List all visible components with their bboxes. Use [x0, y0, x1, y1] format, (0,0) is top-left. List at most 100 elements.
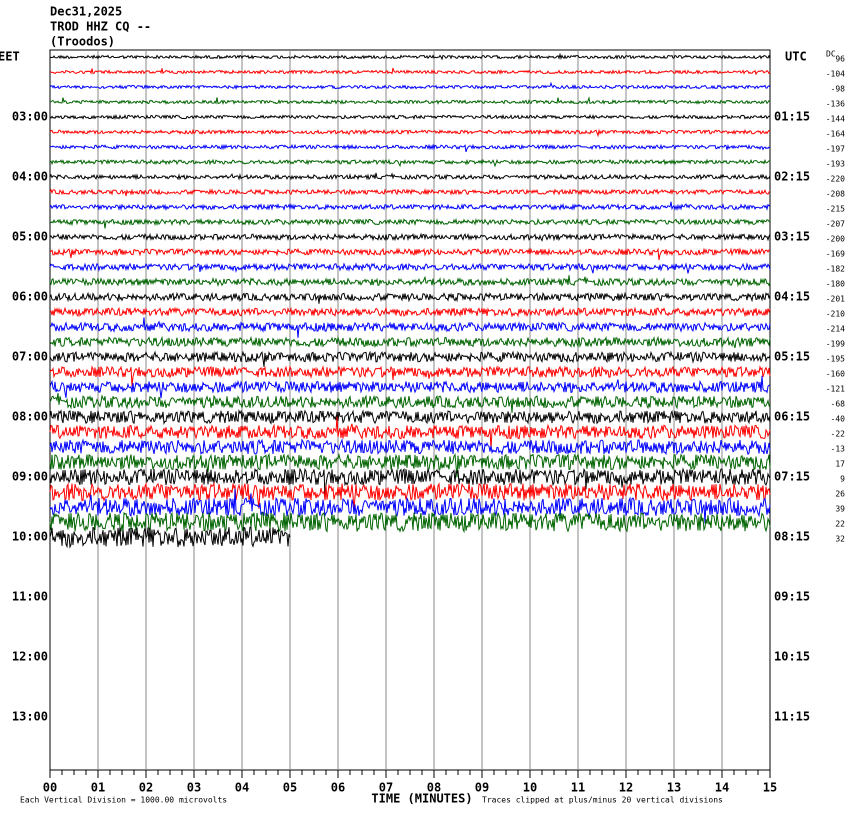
trace	[49, 187, 771, 197]
trace	[49, 81, 771, 90]
left-time-label: 04:00	[12, 170, 48, 184]
right-time-label: 07:15	[774, 470, 810, 484]
trace	[49, 526, 291, 549]
dc-offset: -164	[826, 130, 845, 139]
trace	[49, 143, 771, 153]
trace	[49, 392, 771, 413]
left-time-label: 05:00	[12, 230, 48, 244]
trace	[49, 335, 771, 349]
dc-offset: -208	[826, 190, 845, 199]
trace	[49, 172, 771, 181]
dc-offset: -200	[826, 235, 845, 244]
trace	[49, 317, 771, 338]
right-time-label: 01:15	[774, 110, 810, 124]
x-tick-label: 06	[331, 781, 345, 795]
dc-offset: -210	[826, 310, 845, 319]
dc-offset: -197	[826, 145, 845, 154]
trace	[49, 96, 771, 106]
scale-note: Each Vertical Division = 1000.00 microvo…	[20, 796, 227, 805]
dc-offset: -180	[826, 280, 845, 289]
right-time-label: 02:15	[774, 170, 810, 184]
left-time-label: 10:00	[12, 530, 48, 544]
right-time-label: 10:15	[774, 650, 810, 664]
trace	[49, 128, 771, 138]
dc-offset: -144	[826, 115, 845, 124]
x-tick-label: 09	[475, 781, 489, 795]
trace	[49, 511, 771, 534]
dc-offset: 39	[835, 505, 845, 514]
trace	[49, 481, 771, 510]
dc-offset: -160	[826, 370, 845, 379]
trace	[49, 306, 771, 318]
dc-offset: -193	[826, 160, 845, 169]
x-tick-label: 04	[235, 781, 249, 795]
right-time-label: 04:15	[774, 290, 810, 304]
dc-offset: -98	[831, 85, 846, 94]
dc-offset: -40	[831, 415, 846, 424]
location: (Troodos)	[50, 35, 115, 49]
right-time-label: 08:15	[774, 530, 810, 544]
left-time-label: 13:00	[12, 710, 48, 724]
dc-offset: 32	[835, 535, 845, 544]
x-tick-label: 01	[91, 781, 105, 795]
left-time-label: 11:00	[12, 590, 48, 604]
trace	[49, 408, 771, 426]
trace	[49, 67, 771, 76]
x-tick-label: 02	[139, 781, 153, 795]
left-time-label: 09:00	[12, 470, 48, 484]
right-zone: UTC	[785, 50, 807, 64]
left-time-label: 12:00	[12, 650, 48, 664]
dc-offset: -22	[831, 430, 846, 439]
dc-label: DC	[826, 50, 836, 59]
trace	[49, 350, 771, 367]
dc-offset: -121	[826, 385, 845, 394]
dc-offset: -220	[826, 175, 845, 184]
x-tick-label: 13	[667, 781, 681, 795]
plot-frame	[49, 49, 771, 771]
x-tick-label: 12	[619, 781, 633, 795]
left-time-label: 06:00	[12, 290, 48, 304]
x-tick-label: 05	[283, 781, 297, 795]
dc-offset: 26	[835, 490, 845, 499]
dc-offset: -215	[826, 205, 845, 214]
trace	[49, 375, 771, 399]
left-time-label: 03:00	[12, 110, 48, 124]
dc-offset: -207	[826, 220, 845, 229]
trace	[49, 262, 771, 274]
trace	[49, 201, 771, 212]
trace	[49, 113, 771, 121]
trace	[49, 158, 771, 168]
x-tick-label: 10	[523, 781, 537, 795]
trace	[49, 52, 771, 61]
x-tick-label: 14	[715, 781, 729, 795]
station: TROD HHZ CQ --	[50, 20, 151, 34]
clip-note: Traces clipped at plus/minus 20 vertical…	[482, 796, 723, 805]
x-axis-title: TIME (MINUTES)	[371, 792, 472, 806]
dc-offset: 17	[835, 460, 845, 469]
date: Dec31,2025	[50, 5, 122, 19]
right-time-label: 03:15	[774, 230, 810, 244]
right-time-label: 06:15	[774, 410, 810, 424]
dc-offset: -199	[826, 340, 845, 349]
right-time-label: 09:15	[774, 590, 810, 604]
dc-offset: -136	[826, 100, 845, 109]
trace	[49, 275, 771, 288]
dc-offset: 96	[835, 55, 845, 64]
dc-offset: -195	[826, 355, 845, 364]
trace	[49, 365, 771, 387]
dc-offset: -182	[826, 265, 845, 274]
trace	[49, 467, 771, 499]
dc-offset: -169	[826, 250, 845, 259]
trace	[49, 217, 771, 229]
x-tick-label: 08	[427, 781, 441, 795]
left-zone: EET	[0, 50, 20, 64]
left-time-label: 07:00	[12, 350, 48, 364]
dc-offset: -13	[831, 445, 846, 454]
dc-offset: -201	[826, 295, 845, 304]
trace	[49, 232, 771, 242]
dc-offset: -104	[826, 70, 845, 79]
trace	[49, 247, 770, 260]
trace	[49, 291, 771, 304]
x-tick-label: 03	[187, 781, 201, 795]
